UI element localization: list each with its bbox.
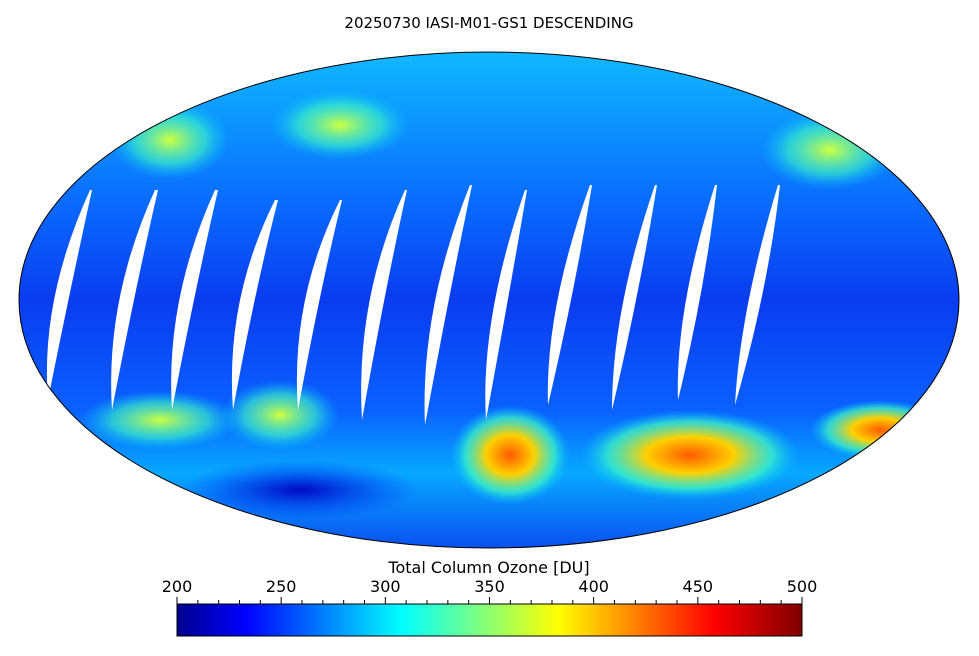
tick-label: 400 [578,577,609,596]
colorbar-label: Total Column Ozone [DU] [387,558,589,577]
map-title: 20250730 IASI-M01-GS1 DESCENDING [344,14,633,32]
colorbar-fill [176,603,803,637]
tick-label: 250 [266,577,297,596]
tick-label: 350 [474,577,505,596]
colorbar: 200 250 300 350 400 450 500 [162,577,818,637]
tick-label: 300 [370,577,401,596]
ozone-map [19,52,959,548]
tick-label: 450 [683,577,714,596]
map-border [18,51,960,549]
tick-label: 500 [787,577,818,596]
tick-label: 200 [162,577,193,596]
